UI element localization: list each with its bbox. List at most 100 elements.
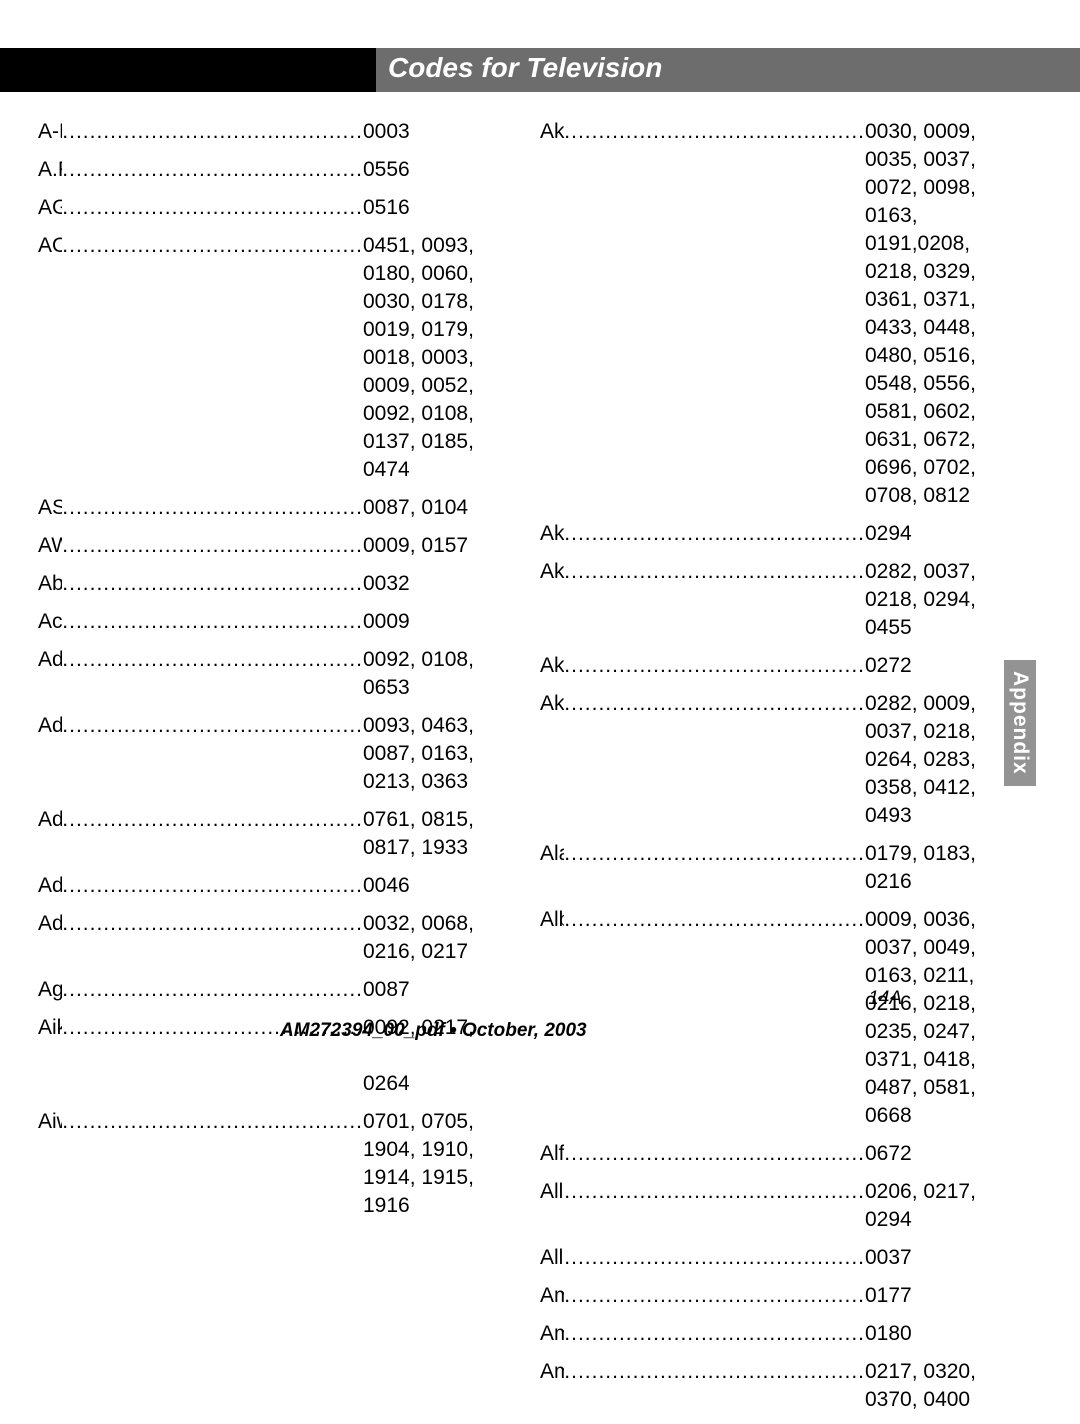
appendix-label: Appendix: [1008, 671, 1032, 775]
brand-name: Akito: [540, 652, 564, 680]
code-entry: Akito...................................…: [540, 652, 1042, 680]
leader-dots: ........................................…: [62, 712, 363, 796]
brand-name: AGB: [38, 194, 62, 222]
appendix-tab: Appendix: [1004, 660, 1036, 786]
code-values: 0087, 0104: [363, 494, 468, 522]
code-values: 0032, 0068, 0216, 0217: [363, 910, 474, 966]
footer-text: AM272394_00_pdf • October, 2003: [280, 1020, 587, 1042]
leader-dots: ........................................…: [62, 494, 363, 522]
code-values: 0092, 0108, 0653: [363, 646, 474, 702]
code-entry: Abex....................................…: [38, 570, 540, 598]
code-values: 0282, 0009, 0037, 0218, 0264, 0283, 0358…: [865, 690, 976, 830]
code-entry: Agef....................................…: [38, 976, 540, 1004]
brand-area: Alaron..................................…: [540, 840, 865, 896]
brand-name: Addison: [38, 646, 62, 702]
code-values: 0556: [363, 156, 410, 184]
code-entry: Aiwa....................................…: [38, 1108, 540, 1220]
brand-area: Abex....................................…: [38, 570, 363, 598]
brand-area: AGB.....................................…: [38, 194, 363, 222]
code-values: 0672: [865, 1140, 912, 1168]
code-values: 0087: [363, 976, 410, 1004]
code-entry: Alaron..................................…: [540, 840, 1042, 896]
leader-dots: ........................................…: [564, 840, 865, 896]
brand-area: Acura...................................…: [38, 608, 363, 636]
code-entry: Akiba...................................…: [540, 558, 1042, 642]
leader-dots: ........................................…: [62, 570, 363, 598]
code-values: 0180: [865, 1320, 912, 1348]
brand-area: A-Mark..................................…: [38, 118, 363, 146]
leader-dots: ........................................…: [564, 690, 865, 830]
code-entry: Akai....................................…: [540, 118, 1042, 510]
leader-dots: ........................................…: [62, 872, 363, 900]
brand-name: A-Mark: [38, 118, 62, 146]
code-entry: AGB.....................................…: [38, 194, 540, 222]
brand-name: AOC: [38, 232, 62, 484]
leader-dots: ........................................…: [62, 976, 363, 1004]
code-values: 0003: [363, 118, 410, 146]
code-entry: Ambassador..............................…: [540, 1282, 1042, 1310]
code-entry: Advent..................................…: [38, 806, 540, 862]
code-entry: ASA.....................................…: [38, 494, 540, 522]
code-values: 0179, 0183, 0216: [865, 840, 976, 896]
code-entry: AOC.....................................…: [38, 232, 540, 484]
brand-area: Allstar.................................…: [540, 1244, 865, 1272]
brand-name: Aiko: [38, 1014, 62, 1098]
brand-area: Alba....................................…: [540, 906, 865, 1130]
code-values: 0037: [865, 1244, 912, 1272]
code-entry: Amplivision.............................…: [540, 1358, 1042, 1414]
code-values: 0030, 0009, 0035, 0037, 0072, 0098, 0163…: [865, 118, 976, 510]
code-entry: Adyson..................................…: [38, 910, 540, 966]
column-left: A-Mark..................................…: [38, 118, 540, 1424]
brand-name: Akura: [540, 690, 564, 830]
leader-dots: ........................................…: [62, 532, 363, 560]
brand-area: Adyson..................................…: [38, 910, 363, 966]
brand-area: Allorgan................................…: [540, 1178, 865, 1234]
code-entry: Akib....................................…: [540, 520, 1042, 548]
page-number: 14A: [868, 988, 902, 1010]
page-title: Codes for Television: [388, 52, 662, 84]
brand-name: Akib: [540, 520, 564, 548]
code-entry: Allorgan................................…: [540, 1178, 1042, 1234]
brand-area: Addison.................................…: [38, 646, 363, 702]
brand-name: Acura: [38, 608, 62, 636]
brand-area: AOC.....................................…: [38, 232, 363, 484]
brand-name: Adyson: [38, 910, 62, 966]
code-entry: Admiral.................................…: [38, 712, 540, 796]
brand-name: AWA: [38, 532, 62, 560]
leader-dots: ........................................…: [564, 1358, 865, 1414]
code-entry: Acura...................................…: [38, 608, 540, 636]
brand-name: America Action: [540, 1320, 564, 1348]
leader-dots: ........................................…: [564, 520, 865, 548]
leader-dots: ........................................…: [564, 1244, 865, 1272]
leader-dots: ........................................…: [62, 118, 363, 146]
code-values: 0009: [363, 608, 410, 636]
code-values: 0177: [865, 1282, 912, 1310]
brand-area: Agef....................................…: [38, 976, 363, 1004]
code-entry: Akura...................................…: [540, 690, 1042, 830]
leader-dots: ........................................…: [564, 558, 865, 642]
brand-area: Adventura...............................…: [38, 872, 363, 900]
leader-dots: ........................................…: [564, 1140, 865, 1168]
leader-dots: ........................................…: [564, 1178, 865, 1234]
leader-dots: ........................................…: [62, 646, 363, 702]
code-values: 0282, 0037, 0218, 0294, 0455: [865, 558, 976, 642]
brand-name: A.R. Systems: [38, 156, 62, 184]
header-bar-black: [0, 48, 376, 92]
code-list-content: A-Mark..................................…: [38, 118, 1042, 1424]
code-values: 0009, 0036, 0037, 0049, 0163, 0211, 0216…: [865, 906, 976, 1130]
brand-name: Alfide: [540, 1140, 564, 1168]
code-entry: Alfide..................................…: [540, 1140, 1042, 1168]
brand-area: America Action..........................…: [540, 1320, 865, 1348]
brand-area: Admiral.................................…: [38, 712, 363, 796]
brand-area: Ambassador..............................…: [540, 1282, 865, 1310]
brand-area: Akura...................................…: [540, 690, 865, 830]
brand-name: Allorgan: [540, 1178, 564, 1234]
leader-dots: ........................................…: [564, 652, 865, 680]
leader-dots: ........................................…: [62, 608, 363, 636]
brand-area: A.R. Systems............................…: [38, 156, 363, 184]
code-values: 0451, 0093, 0180, 0060, 0030, 0178, 0019…: [363, 232, 474, 484]
code-values: 0009, 0157: [363, 532, 468, 560]
code-values: 0217, 0320, 0370, 0400: [865, 1358, 976, 1414]
code-values: 0046: [363, 872, 410, 900]
leader-dots: ........................................…: [564, 1282, 865, 1310]
